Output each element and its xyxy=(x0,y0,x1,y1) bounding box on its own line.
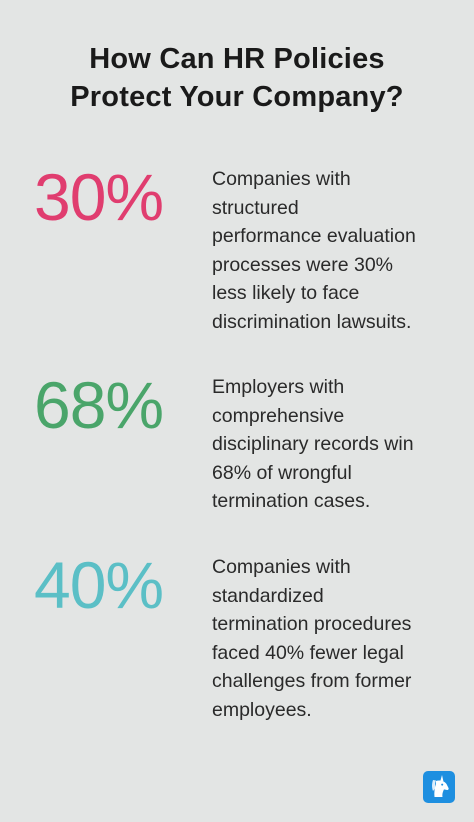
stat-description: Employers with comprehensive disciplinar… xyxy=(212,373,452,516)
stat-description-line: challenges from former xyxy=(212,670,412,692)
stat-description-line: Companies with xyxy=(212,168,351,190)
stat-description: Companies with standardized termination … xyxy=(212,553,452,724)
stat-value: 40% xyxy=(34,548,164,622)
stat-description-line: Employers with xyxy=(212,376,345,398)
stat-description: Companies with structured performance ev… xyxy=(212,165,452,336)
unicorn-logo-icon xyxy=(423,771,455,803)
stat-description-line: faced 40% fewer legal xyxy=(212,641,404,664)
stat-description-line: processes were 30% xyxy=(212,253,394,276)
stat-description-line: structured xyxy=(212,196,299,219)
stat-description-line: termination cases. xyxy=(212,490,371,512)
stat-value: 68% xyxy=(34,368,164,442)
stat-description-line: disciplinary records win xyxy=(212,433,414,455)
page-title: How Can HR Policies Protect Your Company… xyxy=(0,40,474,116)
page-title-line-2: Protect Your Company? xyxy=(70,81,404,113)
stat-description-line: performance evaluation xyxy=(212,225,416,247)
stat-description-line: employees. xyxy=(212,698,312,721)
stat-description-line: discrimination lawsuits. xyxy=(212,310,412,333)
stat-description-line: standardized xyxy=(212,584,324,607)
stat-value: 30% xyxy=(34,160,164,234)
stat-description-line: termination procedures xyxy=(212,613,412,635)
stat-description-line: comprehensive xyxy=(212,404,345,427)
stat-description-line: Companies with xyxy=(212,556,351,578)
stat-description-line: less likely to face xyxy=(212,282,360,304)
stat-description-line: 68% of wrongful xyxy=(212,461,352,484)
page-title-line-1: How Can HR Policies xyxy=(89,43,385,75)
